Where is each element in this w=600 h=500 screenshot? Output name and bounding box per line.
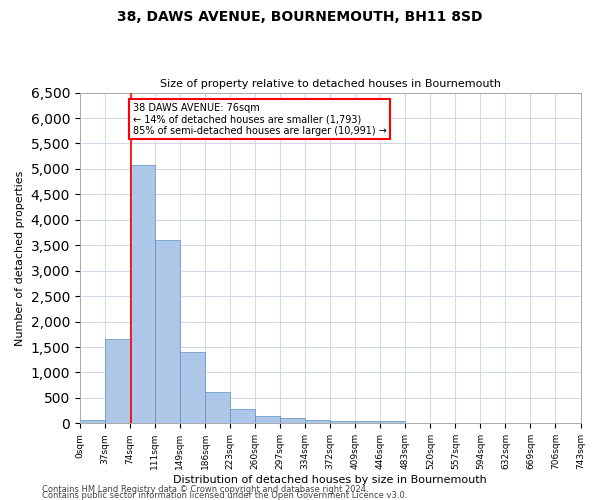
Y-axis label: Number of detached properties: Number of detached properties bbox=[15, 170, 25, 346]
Bar bbox=[280, 418, 305, 424]
Bar bbox=[355, 420, 380, 424]
Bar bbox=[305, 420, 330, 424]
Bar bbox=[330, 420, 355, 424]
Text: Contains public sector information licensed under the Open Government Licence v3: Contains public sector information licen… bbox=[42, 490, 407, 500]
Text: 38, DAWS AVENUE, BOURNEMOUTH, BH11 8SD: 38, DAWS AVENUE, BOURNEMOUTH, BH11 8SD bbox=[117, 10, 483, 24]
Bar bbox=[230, 408, 255, 424]
Title: Size of property relative to detached houses in Bournemouth: Size of property relative to detached ho… bbox=[160, 79, 500, 89]
Text: Contains HM Land Registry data © Crown copyright and database right 2024.: Contains HM Land Registry data © Crown c… bbox=[42, 484, 368, 494]
X-axis label: Distribution of detached houses by size in Bournemouth: Distribution of detached houses by size … bbox=[173, 475, 487, 485]
Bar bbox=[180, 352, 205, 424]
Bar bbox=[380, 420, 405, 424]
Bar bbox=[130, 165, 155, 423]
Text: 38 DAWS AVENUE: 76sqm
← 14% of detached houses are smaller (1,793)
85% of semi-d: 38 DAWS AVENUE: 76sqm ← 14% of detached … bbox=[133, 102, 386, 136]
Bar bbox=[105, 340, 130, 423]
Bar bbox=[80, 420, 105, 424]
Bar bbox=[205, 392, 230, 424]
Bar bbox=[155, 240, 180, 424]
Bar bbox=[255, 416, 280, 424]
